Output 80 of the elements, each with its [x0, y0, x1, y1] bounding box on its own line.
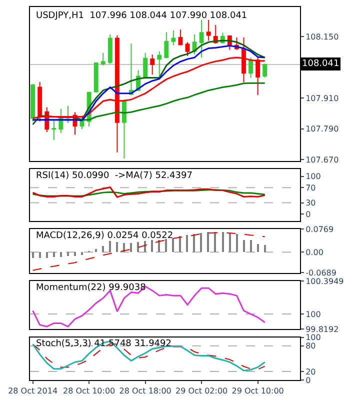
bar — [67, 252, 69, 256]
y-tick-label: 80 — [306, 342, 316, 351]
candlestick — [30, 83, 36, 122]
candlestick — [143, 52, 148, 78]
line-series — [32, 189, 266, 197]
bar — [172, 238, 174, 252]
candlestick — [248, 57, 253, 78]
bar — [53, 252, 55, 258]
line-series — [32, 232, 266, 271]
bar — [46, 252, 48, 258]
chart-title: RSI(14) 50.0990 ->MA(7) 52.4397 — [36, 171, 192, 181]
bar — [95, 249, 97, 252]
bar — [214, 232, 216, 252]
candlestick — [150, 54, 155, 76]
y-tick-label: -0.0689 — [306, 268, 336, 278]
bar — [74, 252, 76, 256]
y-tick-label: 0.00 — [306, 248, 324, 257]
y-tick-label: 108.150 — [306, 32, 339, 42]
candlestick — [262, 63, 268, 78]
bar — [39, 252, 41, 258]
y-tick-label: 0 — [306, 210, 311, 219]
bar — [243, 240, 245, 252]
bar — [144, 241, 146, 252]
y-tick-label: 100.3949 — [306, 276, 344, 286]
bar — [200, 233, 202, 252]
candlestick — [178, 29, 183, 46]
bar — [60, 252, 62, 258]
y-tick-label: 99.8192 — [306, 324, 339, 334]
bar — [264, 245, 266, 252]
candlestick — [122, 100, 126, 160]
x-tick-label: 28 Oct 18:00 — [119, 386, 172, 396]
bar — [229, 233, 231, 252]
bar — [158, 240, 160, 252]
bar — [130, 243, 132, 252]
y-tick-label: 100 — [306, 310, 321, 319]
bar — [250, 240, 252, 252]
x-tick-label: 28 Oct 2014 — [8, 386, 58, 396]
bar — [236, 234, 238, 252]
y-tick-label: 100 — [306, 172, 321, 182]
y-tick-label: 100 — [306, 333, 321, 342]
y-tick-label: 20 — [306, 367, 316, 376]
bar — [151, 240, 153, 252]
y-tick-label: 70 — [306, 183, 316, 192]
bar — [257, 244, 259, 252]
candlestick — [52, 119, 56, 141]
ref-line-label: 108.041 — [302, 59, 340, 69]
line-series — [32, 186, 266, 198]
x-tick-label: 29 Oct 02:00 — [175, 386, 228, 396]
chart-title: MACD(12,26,9) 0.0254 0.0522 — [36, 231, 174, 241]
y-tick-label: 0 — [306, 376, 311, 385]
y-tick-label: 0.0769 — [306, 224, 334, 234]
y-tick-label: 30 — [306, 198, 316, 208]
bar — [81, 252, 83, 256]
candlestick — [157, 50, 162, 77]
bar — [137, 242, 139, 252]
bar — [179, 236, 181, 252]
bar — [193, 234, 195, 252]
bar — [165, 239, 167, 252]
bar — [222, 232, 224, 252]
chart-title: USDJPY,H1 107.996 108.044 107.990 108.041 — [36, 11, 248, 21]
candlestick — [108, 34, 112, 64]
candlestick — [206, 19, 211, 42]
candlestick — [171, 30, 176, 46]
bar — [32, 252, 34, 258]
bar — [207, 232, 209, 252]
candlestick — [94, 62, 98, 93]
bar — [109, 241, 111, 252]
candlestick — [100, 52, 106, 66]
x-tick-label: 29 Oct 10:00 — [232, 386, 284, 396]
y-tick-label: 107.910 — [306, 94, 339, 103]
y-tick-label: 107.790 — [306, 124, 339, 134]
candlestick — [164, 32, 169, 59]
bar — [186, 235, 188, 252]
candlestick — [185, 42, 190, 56]
candlestick — [199, 19, 204, 58]
bar — [102, 246, 104, 252]
x-tick-label: 28 Oct 10:00 — [62, 386, 116, 396]
y-tick-label: 107.670 — [306, 155, 339, 164]
candlestick — [80, 116, 84, 130]
bar — [116, 242, 118, 252]
